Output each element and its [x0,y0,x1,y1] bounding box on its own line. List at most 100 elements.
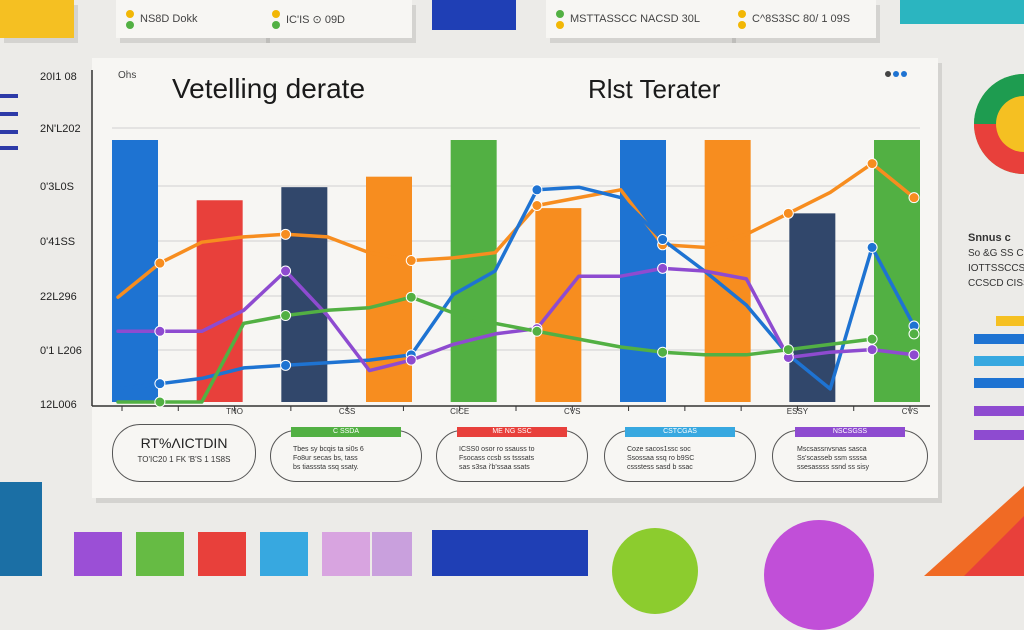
right-bar [996,316,1024,326]
left-dash [0,94,18,98]
series-point [280,228,292,240]
y-tick-label: 0'41SS [40,236,75,248]
series-point [405,291,417,303]
status-dot-icon [738,9,746,18]
top-card-1: NS8D Dokk [116,0,266,38]
bottom-block [0,482,42,576]
left-dash [0,112,18,116]
right-text-line: CCSCD CISSS [968,278,1024,289]
chart-options-icon[interactable] [901,71,907,77]
legend-card-line: Ssossaa ssq ro b9SC [627,455,695,462]
left-dash [0,146,18,150]
right-bar [974,406,1024,416]
y-tick-label: 0'3L0S [40,181,74,193]
bottom-block [372,532,412,576]
bottom-block [136,532,184,576]
series-point [657,346,669,358]
series-point [866,344,878,356]
legend-card-line: Mscsassnvsnas sasca [797,446,867,453]
y-tick-label: 0'1 L206 [40,345,82,357]
chart-tag: Ohs [118,70,136,81]
series-point [154,396,166,408]
top-card-2: IC'IS ⊙ 09D [262,0,412,38]
series-point [908,349,920,361]
legend-card-line: bs tiasssta ssq ssaty. [293,464,359,471]
status-dot-icon [272,20,280,29]
legend-card-line: ssesassss ssnd ss sisy [797,464,869,471]
chart-x-ticks: TNO CSS CICE CVS ESSY CVS [121,406,918,416]
legend-card-3[interactable]: CSTCGAS Coze sacos1ssc soc Ssossaa ssq r… [604,427,756,482]
right-text-heading: Snnus c [968,232,1011,244]
bar [450,140,497,402]
top-card-text: MSTTASSCC NACSD 30L [570,13,700,25]
top-blue-block [432,0,516,30]
series-point [154,325,166,337]
series-point [908,192,920,204]
y-tick-label: 2N'L202 [40,123,81,135]
y-tick-label: 22L296 [40,291,77,303]
top-card-text: C^8S3SC 80/ 1 09S [752,13,851,25]
right-bar [974,356,1024,366]
right-bar [974,430,1024,440]
legend-card-line: Fo8ur secas bs, tass [293,455,358,462]
series-point [866,333,878,345]
legend-card-header: C SSDA [291,427,401,437]
legend-card-header: NSCSGSS [795,427,905,437]
legend-card-line: Ss'scasseb ssm ssssa [797,455,867,462]
top-card-text: NS8D Dokk [140,13,198,25]
legend-card-line: TO'IC20 1 FK 'B'S 1 1S8S [137,455,231,464]
top-card-text: IC'IS ⊙ 09D [286,13,346,26]
x-tick-label: TNO [226,407,243,416]
chart-title: Vetelling derate [172,73,365,104]
x-tick-label: ESSY [787,407,809,416]
series-point [531,325,543,337]
status-dot-icon [272,9,280,18]
chart-options-icon[interactable] [885,71,891,77]
series-point [657,234,669,246]
legend-card-header: CSTCGAS [625,427,735,437]
legend-card-4[interactable]: NSCSGSS Mscsassnvsnas sasca Ss'scasseb s… [772,427,928,482]
series-point [154,257,166,269]
status-dot-icon [556,20,564,29]
legend-card-line: sas s3sa i'b'ssaa ssats [459,464,530,471]
bottom-green-circle [612,528,698,614]
legend-card-line: Tbes sy bcqis ta si0s 6 [293,446,364,453]
series-point [531,184,543,196]
status-dot-icon [126,9,134,18]
x-tick-label: CVS [902,407,918,416]
bar [535,208,582,402]
legend-card-2[interactable]: ME NG SSC ICSS0 osor ro ssauss to Fsocas… [436,427,588,482]
bottom-blue-panel [432,530,588,576]
legend-card-line: cssstess sasd b ssac [627,464,693,471]
chart-lines [116,158,920,408]
chart-options-icon[interactable] [893,71,899,77]
bar [874,140,920,402]
top-teal-block [900,0,1024,24]
legend-card-1[interactable]: C SSDA Tbes sy bcqis ta si0s 6 Fo8ur sec… [270,427,422,482]
series-point [866,241,878,253]
legend-card-line: ICSS0 osor ro ssauss to [459,446,535,453]
series-point [531,200,543,211]
top-card-4: C^8S3SC 80/ 1 09S [728,0,876,38]
bottom-block [322,532,370,576]
chart-subtitle: Rlst Terater [588,74,721,104]
right-bar [974,378,1024,388]
series-point [866,158,878,170]
series-point [280,265,292,277]
legend-card-line: Fsocass ccsb ss tsssats [459,455,535,462]
series-point [154,378,166,390]
chart-grid [91,70,930,407]
legend-card-0[interactable]: RT%ΛICTDIN TO'IC20 1 FK 'B'S 1 1S8S [112,424,256,482]
y-tick-label: 12L006 [40,399,77,411]
bottom-block [74,532,122,576]
chart-y-ticks: 12L006 0'1 L206 22L296 0'41SS 0'3L0S 2N'L202 2… [40,71,82,411]
x-tick-label: CSS [339,407,355,416]
top-card-3: MSTTASSCC NACSD 30L [546,0,732,38]
right-text-line: So &G SS Cl [968,248,1024,259]
status-dot-icon [738,20,746,29]
bottom-purple-circle [764,520,874,630]
series-point [908,328,920,340]
bar [789,213,836,402]
legend-card-header: ME NG SSC [457,427,567,437]
series-line [116,266,916,373]
